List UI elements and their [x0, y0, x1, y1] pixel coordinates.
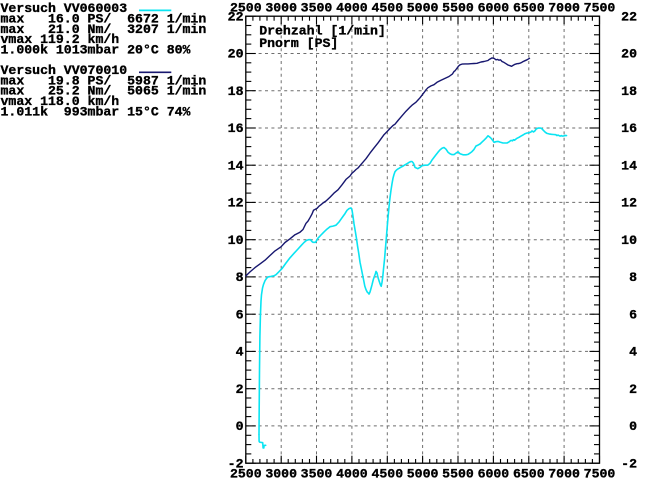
svg-text:5500: 5500 — [442, 1, 474, 16]
svg-text:4: 4 — [629, 345, 637, 360]
svg-text:20: 20 — [228, 47, 244, 62]
svg-text:max 25.2 Nm/ 5065 1/min: max 25.2 Nm/ 5065 1/min — [1, 84, 207, 99]
svg-text:12: 12 — [621, 196, 637, 211]
svg-text:5500: 5500 — [442, 467, 474, 480]
svg-text:2500: 2500 — [230, 467, 262, 480]
svg-text:2: 2 — [236, 382, 244, 397]
svg-text:20: 20 — [621, 47, 637, 62]
svg-text:-2: -2 — [621, 456, 637, 471]
svg-text:12: 12 — [228, 196, 244, 211]
svg-text:10: 10 — [621, 233, 637, 248]
svg-text:2: 2 — [629, 382, 637, 397]
svg-text:3500: 3500 — [301, 467, 333, 480]
svg-text:max 21.0 Nm/ 3207 1/min: max 21.0 Nm/ 3207 1/min — [1, 22, 207, 37]
svg-text:6000: 6000 — [478, 1, 510, 16]
svg-text:18: 18 — [228, 84, 244, 99]
svg-text:14: 14 — [621, 158, 637, 173]
svg-text:6000: 6000 — [478, 467, 510, 480]
svg-text:14: 14 — [228, 158, 244, 173]
svg-text:4500: 4500 — [371, 1, 403, 16]
svg-text:5000: 5000 — [407, 1, 439, 16]
svg-text:22: 22 — [228, 9, 244, 24]
svg-text:Versuch VV060003: Versuch VV060003 — [1, 1, 128, 16]
svg-text:Versuch VV070010: Versuch VV070010 — [1, 63, 128, 78]
svg-text:16: 16 — [228, 121, 244, 136]
svg-text:7000: 7000 — [548, 467, 580, 480]
svg-text:4: 4 — [236, 345, 244, 360]
svg-text:Drehzahl [1/min]: Drehzahl [1/min] — [259, 23, 386, 38]
svg-text:18: 18 — [621, 84, 637, 99]
svg-text:1.000k 1013mbar 20°C 80%: 1.000k 1013mbar 20°C 80% — [1, 42, 191, 57]
svg-text:6500: 6500 — [513, 1, 545, 16]
svg-text:max 19.8 PS/ 5987 1/min: max 19.8 PS/ 5987 1/min — [1, 73, 207, 88]
svg-text:vmax 119.2 km/h: vmax 119.2 km/h — [1, 32, 120, 47]
svg-text:8: 8 — [236, 270, 244, 285]
svg-text:4000: 4000 — [336, 467, 368, 480]
svg-text:10: 10 — [228, 233, 244, 248]
svg-text:Pnorm [PS]: Pnorm [PS] — [259, 36, 338, 51]
svg-text:3500: 3500 — [301, 1, 333, 16]
svg-text:6: 6 — [236, 307, 244, 322]
svg-text:8: 8 — [629, 270, 637, 285]
svg-text:3000: 3000 — [265, 467, 297, 480]
svg-text:vmax 118.0 km/h: vmax 118.0 km/h — [1, 94, 120, 109]
svg-text:6500: 6500 — [513, 467, 545, 480]
svg-text:16: 16 — [621, 121, 637, 136]
svg-text:7500: 7500 — [584, 1, 616, 16]
svg-text:3000: 3000 — [265, 1, 297, 16]
svg-text:2500: 2500 — [230, 1, 262, 16]
svg-text:0: 0 — [629, 419, 637, 434]
svg-text:7500: 7500 — [584, 467, 616, 480]
svg-text:7000: 7000 — [548, 1, 580, 16]
svg-text:1.011k 993mbar 15°C 74%: 1.011k 993mbar 15°C 74% — [1, 104, 191, 119]
svg-text:22: 22 — [621, 9, 637, 24]
svg-text:6: 6 — [629, 307, 637, 322]
svg-text:4000: 4000 — [336, 1, 368, 16]
svg-text:-2: -2 — [228, 456, 244, 471]
svg-text:0: 0 — [236, 419, 244, 434]
svg-text:4500: 4500 — [371, 467, 403, 480]
svg-text:5000: 5000 — [407, 467, 439, 480]
svg-text:max 16.0 PS/ 6672 1/min: max 16.0 PS/ 6672 1/min — [1, 11, 207, 26]
